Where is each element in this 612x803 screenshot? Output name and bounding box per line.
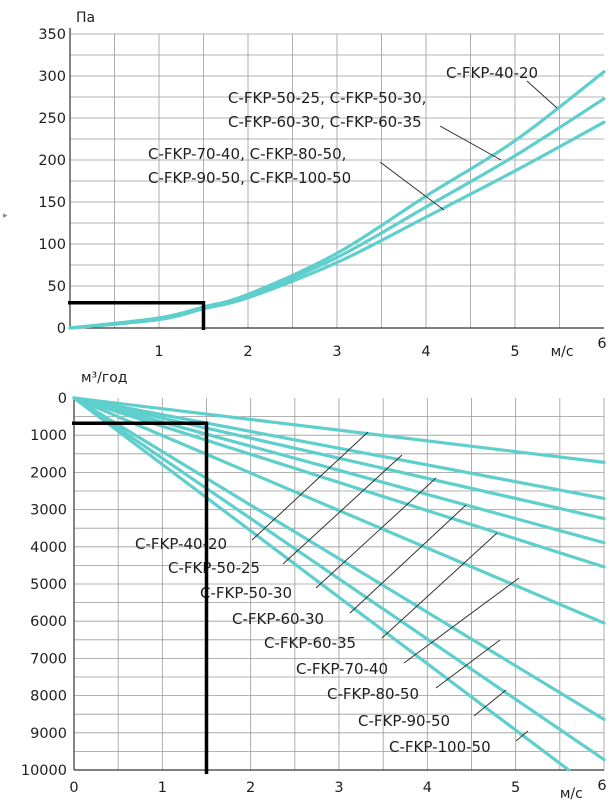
chart2-series-line-8 xyxy=(72,396,606,762)
chart2-series-label: C-FKP-70-40 xyxy=(296,660,388,678)
chart2-y-tick-label: 1000 xyxy=(30,428,67,444)
chart1-series-label: C-FKP-40-20 xyxy=(446,64,538,82)
chart2-series-label: C-FKP-50-30 xyxy=(200,584,292,602)
chart1-y-tick-label: 300 xyxy=(38,69,66,85)
chart2-y-tick-label: 3000 xyxy=(30,503,67,519)
chart2-leader-line xyxy=(251,431,369,541)
chart2-y-tick-label: 0 xyxy=(58,391,67,407)
chart2-leader-line xyxy=(473,689,507,717)
chart1-series-label: C-FKP-90-50, C-FKP-100-50 xyxy=(148,169,351,187)
chart2-y-tick-label: 2000 xyxy=(30,465,67,481)
chart2-leader-line xyxy=(515,730,529,742)
chart2-series-line-3 xyxy=(72,396,606,521)
chart2-y-tick-label: 7000 xyxy=(30,651,67,667)
chart1-series-label: C-FKP-50-25, C-FKP-50-30, xyxy=(228,89,426,107)
chart1-y-tick-label: 50 xyxy=(48,279,66,295)
chart2-series-line-9 xyxy=(72,396,571,772)
chart1-x-tick-label: 1 xyxy=(154,344,163,360)
chart2-leader-line xyxy=(403,577,520,664)
chart2-series-label: C-FKP-90-50 xyxy=(358,712,450,730)
chart2-x-tick-label: 6 xyxy=(597,778,606,794)
chart2-x-tick-label: 4 xyxy=(423,780,432,796)
chart2-series-label: C-FKP-100-50 xyxy=(389,738,491,756)
chart2-y-tick-label: 9000 xyxy=(30,726,67,742)
chart1-y-tick-label: 100 xyxy=(38,237,66,253)
chart2-series-line-2 xyxy=(72,396,606,501)
chart1-x-tick-label: 4 xyxy=(421,344,430,360)
chart1-y-tick-label: 350 xyxy=(38,27,66,43)
chart2-series-line-7 xyxy=(72,396,606,722)
chart2-x-tick-label: 1 xyxy=(158,780,167,796)
chart2-series-label: C-FKP-40-20 xyxy=(135,535,227,553)
chart2-leader-line xyxy=(435,639,501,689)
chart1-series-label: C-FKP-70-40, C-FKP-80-50, xyxy=(148,145,346,163)
chart2-series-label: C-FKP-80-50 xyxy=(327,685,419,703)
chart2-x-tick-label: 3 xyxy=(334,780,343,796)
chart2-series-label: C-FKP-60-30 xyxy=(232,610,324,628)
chart2-leader-line xyxy=(315,477,437,589)
chart1-x-tick-label: 3 xyxy=(332,344,341,360)
chart2-series-line-5 xyxy=(72,396,606,569)
chart2-x-axis-label: м/с xyxy=(560,786,583,802)
chart1-x-tick-label: 6 xyxy=(597,336,606,352)
chart1-leader-line xyxy=(439,125,502,161)
chart2-y-tick-label: 6000 xyxy=(30,614,67,630)
chart1-stray-mark: ▸ xyxy=(3,211,8,221)
chart1-x-tick-label: 2 xyxy=(243,344,252,360)
chart2-series-line-1 xyxy=(72,396,606,464)
chart2-series-label: C-FKP-50-25 xyxy=(168,559,260,577)
chart1-series-label: C-FKP-60-30, C-FKP-60-35 xyxy=(228,113,422,131)
chart1-y-axis-label: Па xyxy=(76,10,95,26)
chart2-y-tick-label: 10000 xyxy=(21,763,67,779)
chart1-leader-line xyxy=(379,161,445,211)
chart2-leader-line xyxy=(381,532,498,639)
chart2-reading-marker xyxy=(72,421,209,774)
chart1-y-tick-label: 0 xyxy=(57,321,66,337)
chart1-series-line-3 xyxy=(68,120,606,330)
chart2-series-label: C-FKP-60-35 xyxy=(264,634,356,652)
chart1-reading-marker xyxy=(68,301,206,330)
chart1-leader-line xyxy=(526,80,558,109)
chart2-leader-line xyxy=(349,504,467,614)
chart2-y-tick-label: 8000 xyxy=(30,689,67,705)
chart2-x-tick-label: 2 xyxy=(246,780,255,796)
chart2-y-axis-label: м³/год xyxy=(81,370,128,386)
chart2-series-line-6 xyxy=(72,396,606,625)
chart1-x-tick-label: 5 xyxy=(510,344,519,360)
chart2-leader-line xyxy=(282,454,403,565)
chart1-y-tick-label: 200 xyxy=(38,153,66,169)
chart2-x-tick-label: 0 xyxy=(69,780,78,796)
chart1-y-tick-label: 250 xyxy=(38,111,66,127)
chart1-y-tick-label: 150 xyxy=(38,195,66,211)
chart2-y-tick-label: 4000 xyxy=(30,540,67,556)
chart2-x-tick-label: 5 xyxy=(511,780,520,796)
chart2-y-tick-label: 5000 xyxy=(30,577,67,593)
chart1-x-axis-label: м/с xyxy=(551,344,574,360)
